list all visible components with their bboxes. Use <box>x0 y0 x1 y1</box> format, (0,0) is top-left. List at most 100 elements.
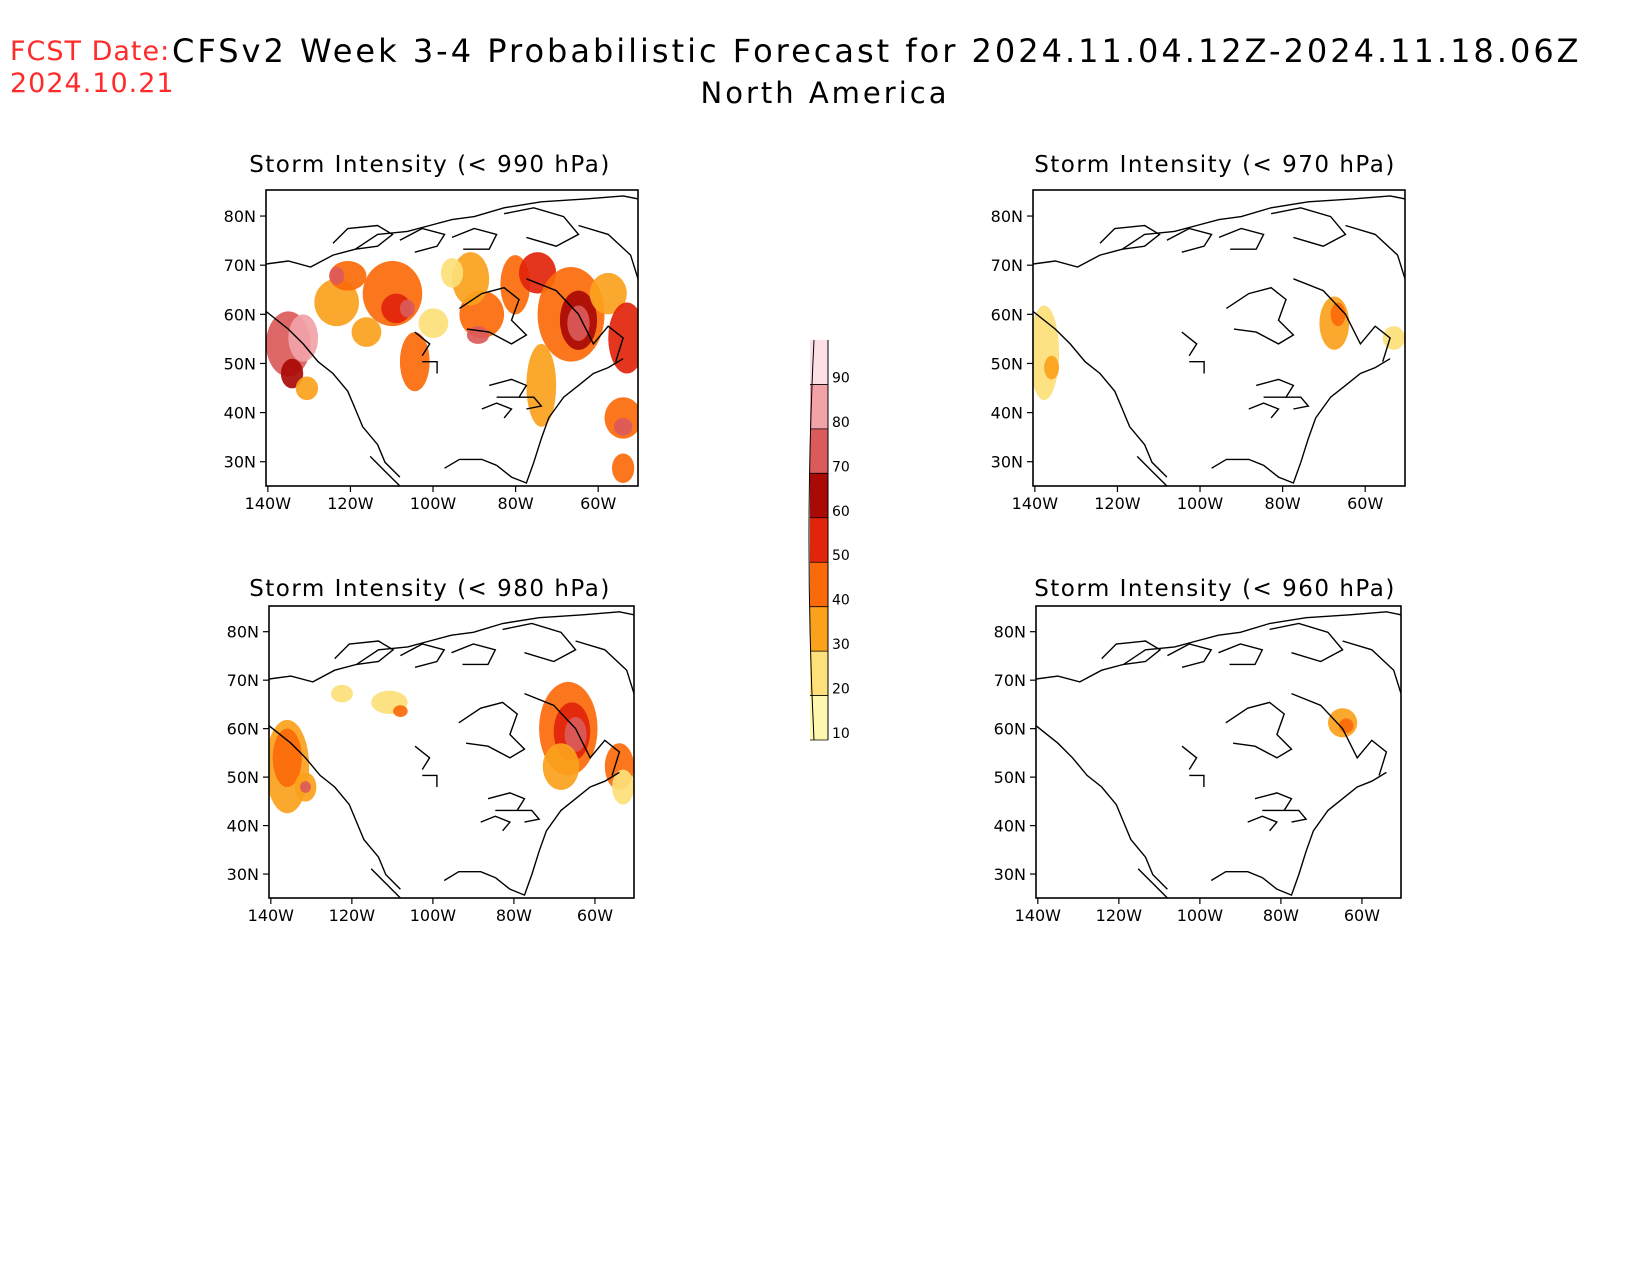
coastline-segment <box>1270 207 1347 247</box>
probability-region <box>564 716 587 752</box>
panel-title-960: Storm Intensity (< 960 hPa) <box>1034 576 1396 602</box>
lon-tick-label: 80W <box>1265 494 1301 513</box>
panel-title-970: Storm Intensity (< 970 hPa) <box>1034 152 1396 178</box>
lat-tick-label: 60N <box>224 305 256 324</box>
panel-title-980: Storm Intensity (< 980 hPa) <box>249 576 611 602</box>
colorbar-segment <box>810 384 828 429</box>
map-frame <box>268 605 635 899</box>
colorbar-label: 30 <box>832 637 850 653</box>
coastline-segment <box>519 396 543 410</box>
colorbar-segment <box>810 517 828 563</box>
probability-region <box>331 684 353 703</box>
coastline-segment <box>266 310 401 478</box>
probability-region <box>440 258 464 288</box>
coastline-segment <box>1248 402 1280 419</box>
coastline-segment <box>451 227 498 250</box>
probability-region <box>612 769 634 805</box>
lon-tick-label: 60W <box>577 906 613 925</box>
coastline-segment <box>1099 224 1161 250</box>
coastline-segment <box>1342 640 1401 694</box>
lon-tick-label: 120W <box>1096 906 1143 925</box>
coastline-segment <box>1033 195 1405 268</box>
coastline-segment <box>503 207 580 247</box>
coastline-segment <box>578 224 638 280</box>
coastline-segment <box>1247 815 1279 832</box>
coastline <box>1036 611 1401 898</box>
coastline-segment <box>370 868 401 898</box>
lat-tick-label: 30N <box>227 865 259 884</box>
lon-tick-label: 80W <box>498 494 534 513</box>
probability-region <box>314 278 359 327</box>
coastline-segment <box>1181 745 1198 770</box>
lat-tick-label: 80N <box>224 207 256 226</box>
map-frame <box>1032 189 1406 487</box>
coastline-segment <box>443 871 496 882</box>
coastline <box>1033 195 1405 486</box>
lat-tick-label: 50N <box>994 768 1026 787</box>
lat-tick-label: 40N <box>224 404 256 423</box>
forecast-date-label: FCST Date: <box>10 36 171 67</box>
probability-region <box>295 376 319 401</box>
colorbar-segment <box>810 651 828 696</box>
coastline-segment <box>414 745 431 770</box>
colorbar-label: 90 <box>832 370 850 386</box>
coastline-segment <box>1167 643 1213 668</box>
coastline-segment <box>334 640 395 666</box>
coastline-segment <box>1036 611 1401 683</box>
coastline-segment <box>1218 227 1265 250</box>
page-subtitle: North America <box>700 76 950 110</box>
lat-tick-label: 40N <box>227 817 259 836</box>
coastline-segment <box>1166 227 1213 253</box>
lat-tick-label: 40N <box>991 404 1023 423</box>
lon-tick-label: 140W <box>245 494 292 513</box>
lon-tick-label: 140W <box>248 906 295 925</box>
coastline-segment <box>422 774 438 787</box>
coastline-segment <box>1263 358 1391 484</box>
lon-tick-label: 140W <box>1012 494 1059 513</box>
probability-region <box>288 314 319 362</box>
probability-region <box>466 326 490 344</box>
lat-tick-label: 30N <box>994 865 1026 884</box>
lat-tick-label: 70N <box>227 671 259 690</box>
coastline-segment <box>1136 455 1168 486</box>
colorbar-segment <box>810 473 828 518</box>
probability-region <box>351 317 382 347</box>
lat-tick-label: 80N <box>994 623 1026 642</box>
lat-tick-label: 60N <box>991 305 1023 324</box>
coastline-segment <box>494 771 620 897</box>
colorbar-label: 40 <box>832 593 850 609</box>
coastline-segment <box>369 455 401 486</box>
coastline <box>266 195 638 486</box>
probability-region <box>329 266 345 285</box>
probability-region <box>611 453 635 484</box>
colorbar-label: 70 <box>832 459 850 475</box>
lat-tick-label: 50N <box>991 354 1023 373</box>
coastline-segment <box>1210 871 1263 882</box>
coastline-segment <box>459 286 528 345</box>
lon-tick-label: 100W <box>410 494 457 513</box>
coastline-segment <box>1181 331 1198 357</box>
coastline-segment <box>414 331 431 357</box>
coastline-segment <box>458 701 526 759</box>
coastline-segment <box>496 358 624 484</box>
coastline-segment <box>1137 868 1168 898</box>
colorbar-segment <box>810 695 828 740</box>
probability-region <box>399 332 430 392</box>
coastline-segment <box>1218 643 1264 666</box>
lat-tick-label: 80N <box>991 207 1023 226</box>
coastline-segment <box>1189 361 1205 374</box>
colorbar-segment <box>810 606 828 652</box>
probability-region <box>567 305 590 341</box>
lat-tick-label: 40N <box>994 817 1026 836</box>
coastline-segment <box>1211 458 1264 469</box>
colorbar-label: 80 <box>832 415 850 431</box>
probability-region <box>272 728 302 788</box>
coastline-segment <box>1291 692 1388 776</box>
lat-tick-label: 80N <box>227 623 259 642</box>
colorbar-segment <box>810 340 828 385</box>
colorbar-segment <box>810 428 828 474</box>
probability-region <box>300 781 311 793</box>
map-frame <box>1035 605 1402 899</box>
coastline-segment <box>400 643 446 668</box>
